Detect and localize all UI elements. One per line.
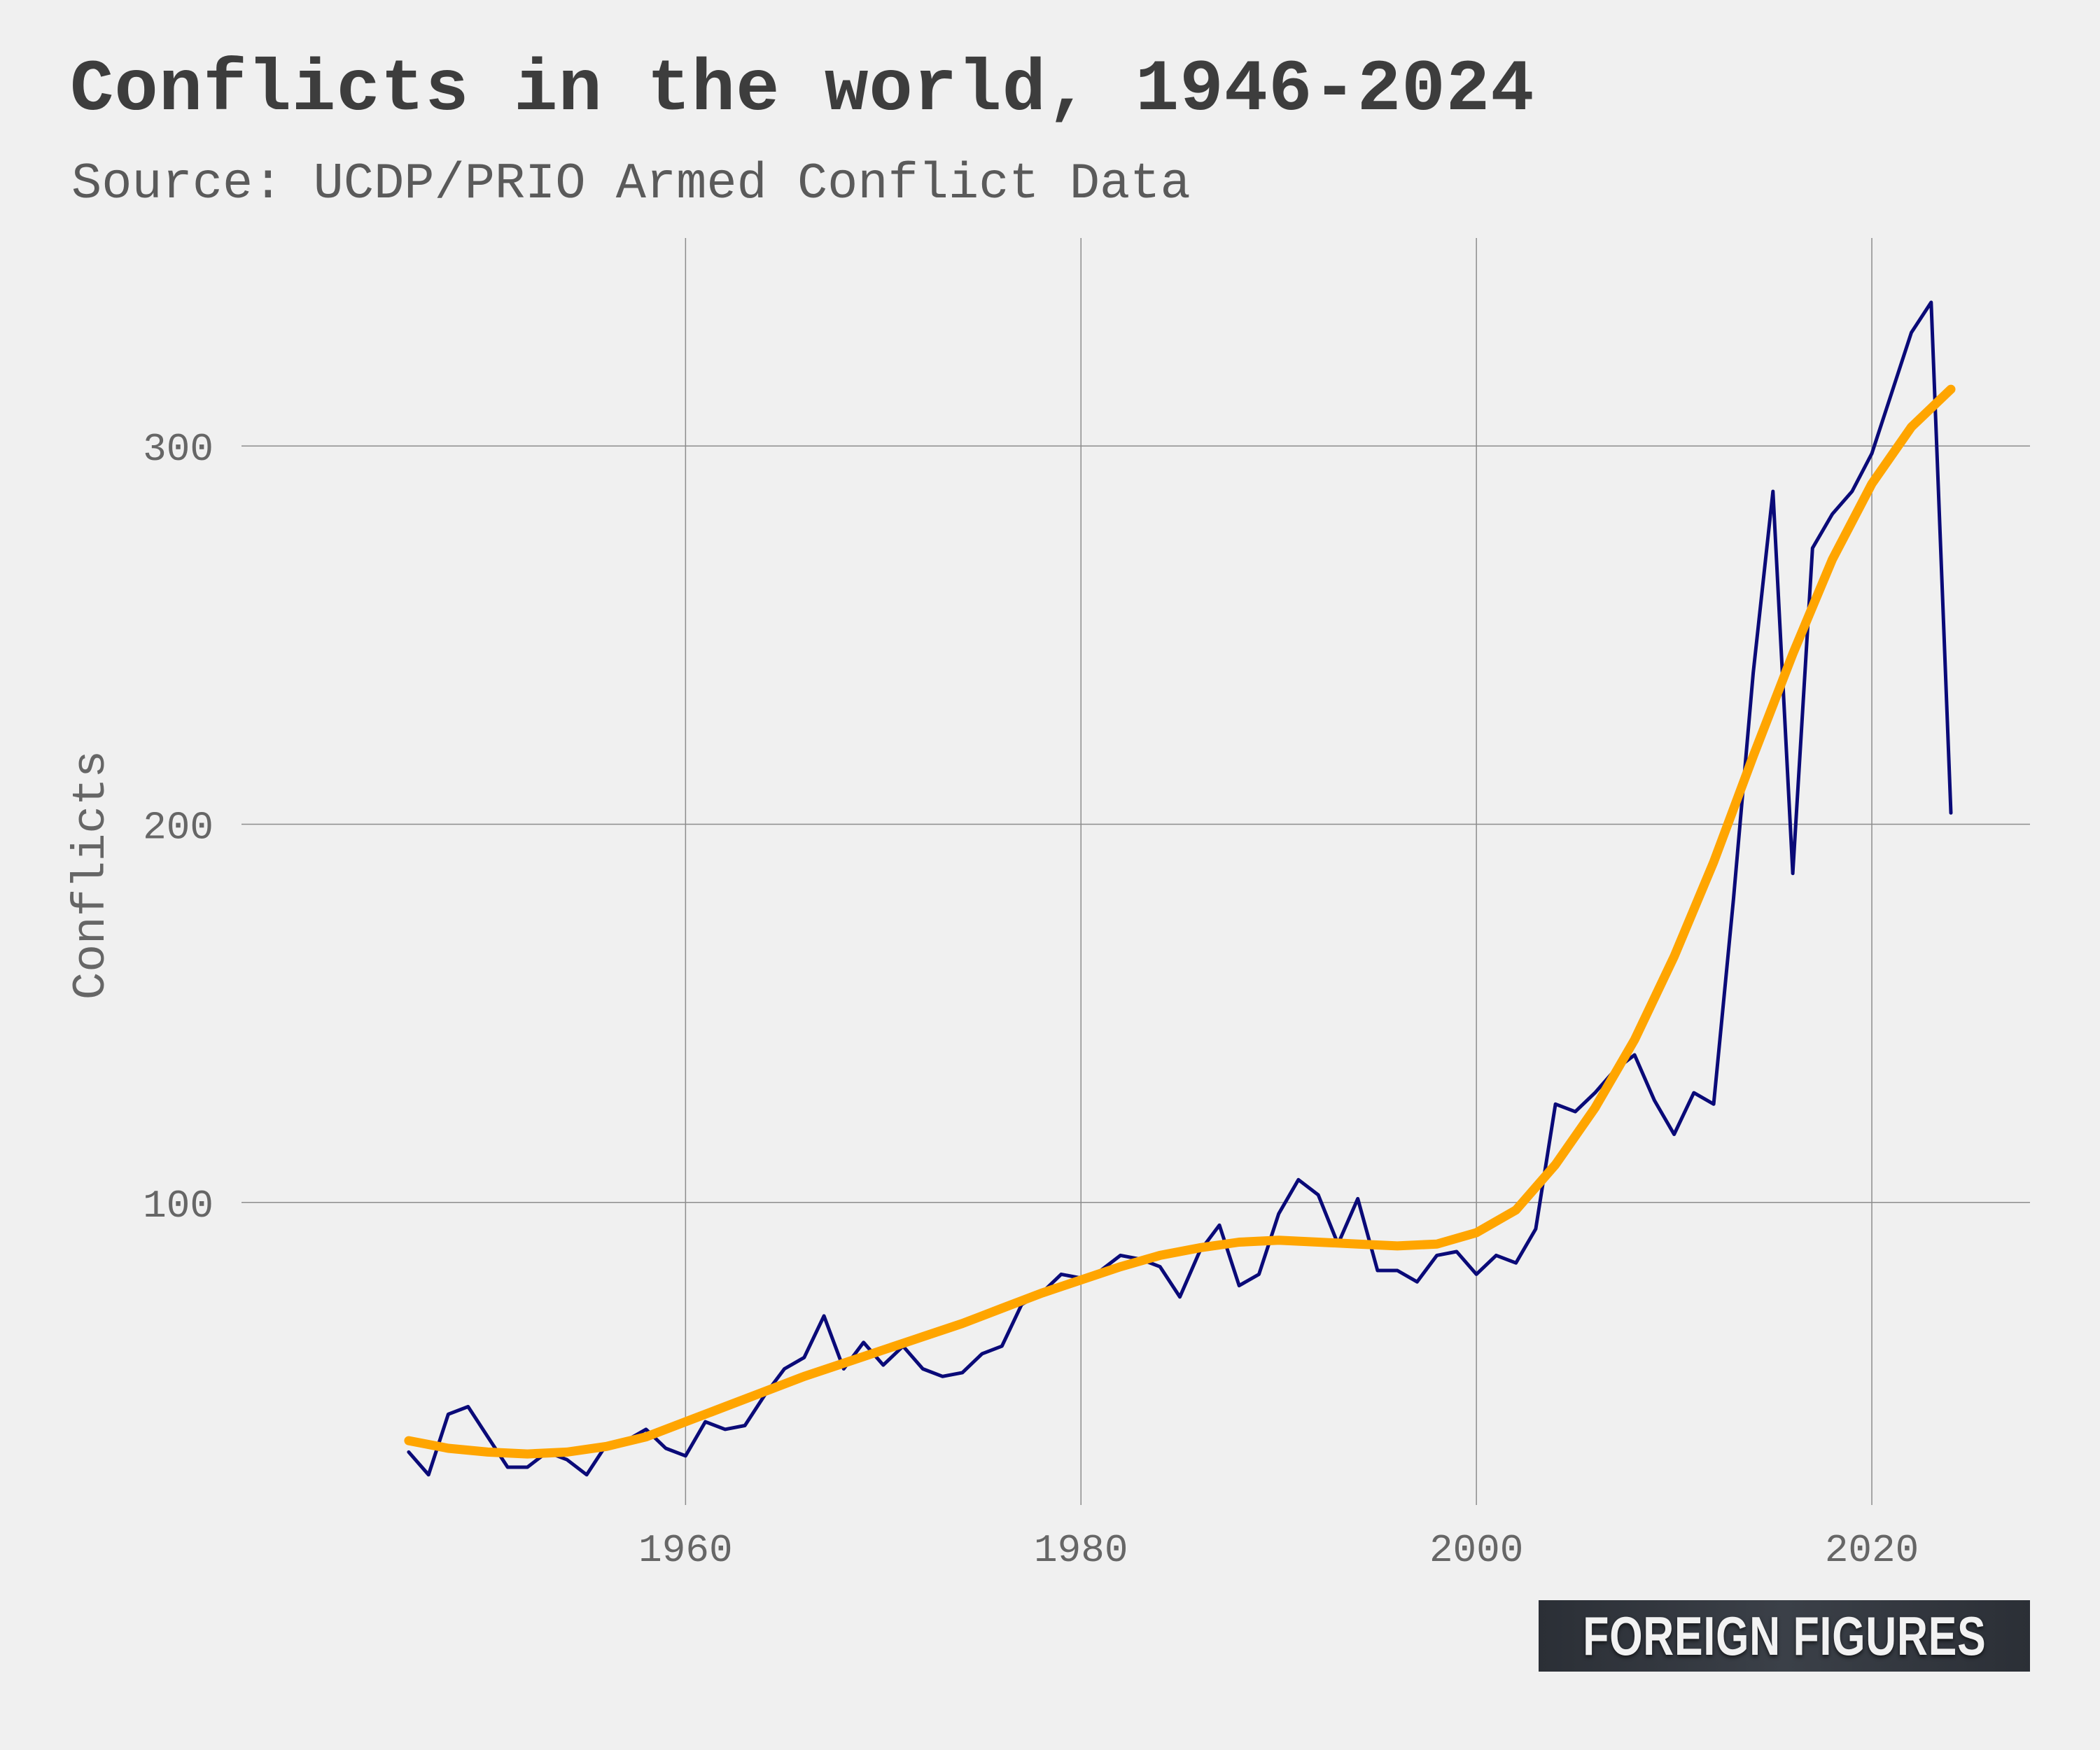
y-tick-label: 100 <box>143 1184 214 1228</box>
x-tick-label: 1980 <box>1034 1528 1128 1573</box>
series-lines <box>404 300 1956 1477</box>
grid-lines <box>241 238 2030 1505</box>
conflicts-line <box>407 300 1953 1477</box>
chart-subtitle: Source: UCDP/PRIO Armed Conflict Data <box>71 155 1191 213</box>
chart-title: Conflicts in the world, 1946-2024 <box>70 49 1535 132</box>
brand-logo: FOREIGN FIGURES <box>1539 1600 2030 1672</box>
x-tick-label: 2020 <box>1825 1528 1919 1573</box>
y-axis-label: Conflicts <box>65 750 118 1000</box>
tick-labels: 1960 1980 2000 2020 100 200 300 <box>143 427 1919 1573</box>
y-tick-label: 300 <box>143 427 214 472</box>
x-tick-label: 2000 <box>1429 1528 1523 1573</box>
brand-logo-text: FOREIGN FIGURES <box>1582 1604 1987 1667</box>
trend-line <box>404 384 1956 1459</box>
y-tick-label: 200 <box>143 805 214 850</box>
x-tick-label: 1960 <box>638 1528 732 1573</box>
